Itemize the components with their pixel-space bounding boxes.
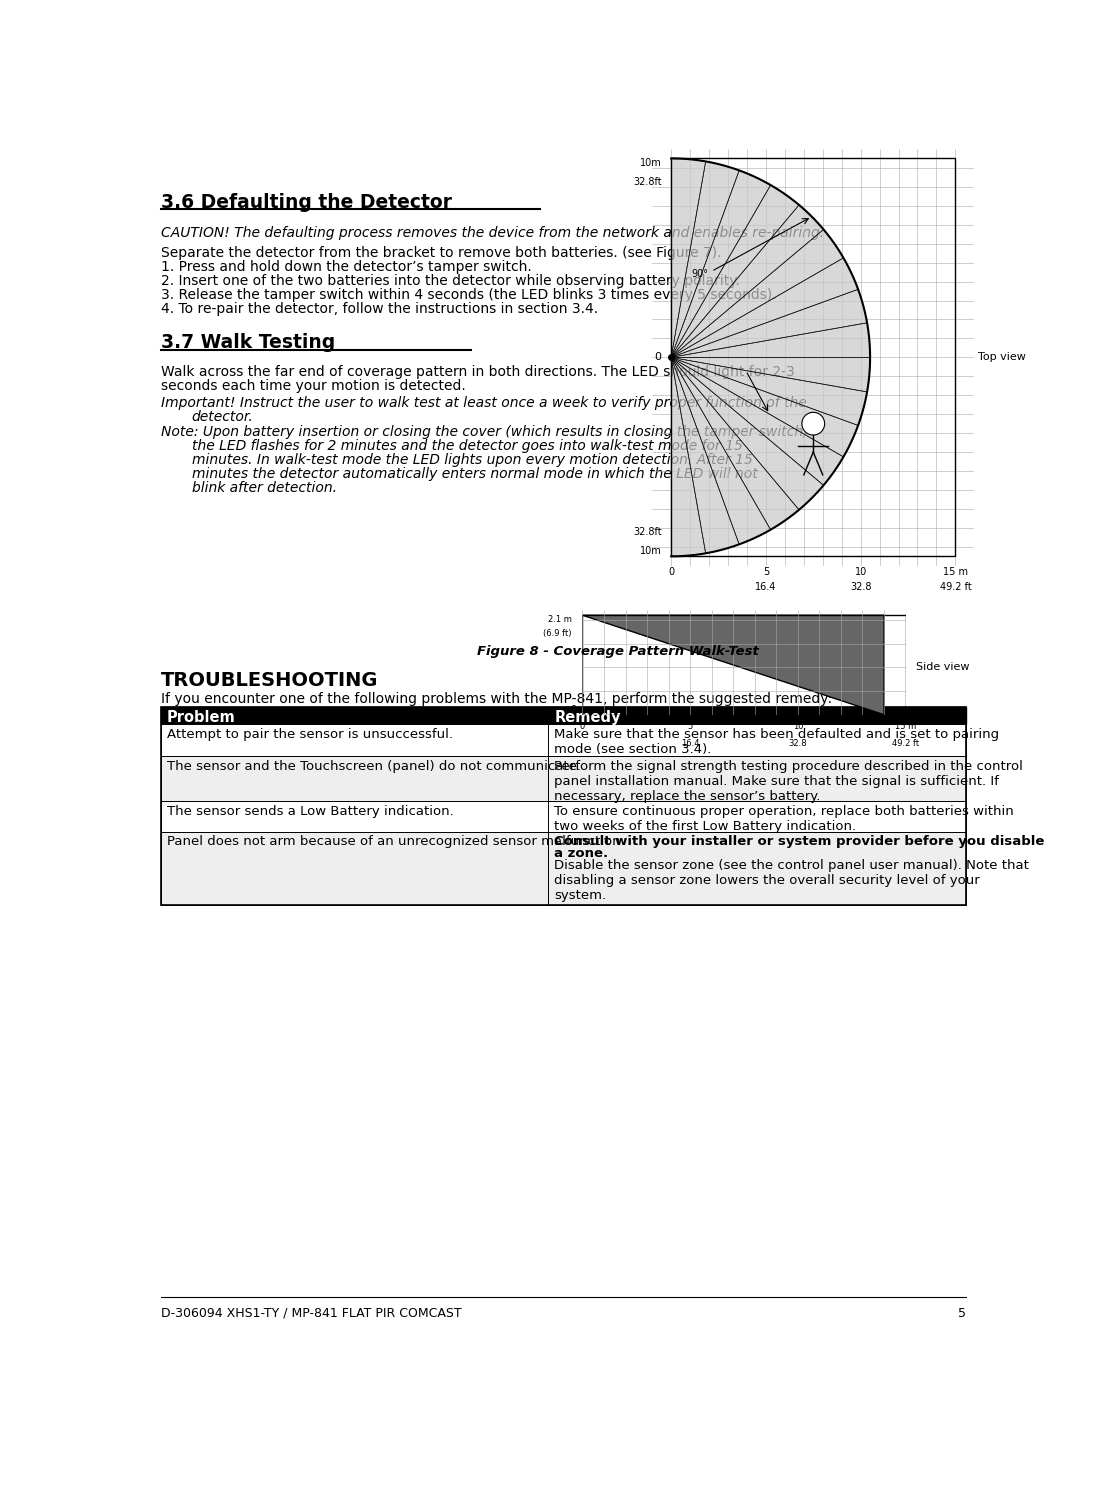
- Text: 10: 10: [855, 567, 867, 578]
- Wedge shape: [671, 357, 867, 426]
- Text: 10m: 10m: [640, 546, 662, 557]
- Text: 0: 0: [668, 567, 674, 578]
- Wedge shape: [671, 158, 706, 357]
- Text: Perform the signal strength testing procedure described in the control
panel ins: Perform the signal strength testing proc…: [554, 759, 1023, 803]
- Text: blink after detection.: blink after detection.: [191, 481, 336, 494]
- Wedge shape: [671, 357, 823, 509]
- Text: a zone.: a zone.: [554, 847, 609, 861]
- Text: 1. Press and hold down the detector’s tamper switch.: 1. Press and hold down the detector’s ta…: [160, 261, 532, 274]
- Wedge shape: [671, 357, 870, 392]
- FancyBboxPatch shape: [160, 756, 966, 801]
- Text: 0: 0: [580, 722, 585, 731]
- Text: 16.4: 16.4: [755, 582, 777, 593]
- Text: Note: Upon battery insertion or closing the cover (which results in closing the : Note: Upon battery insertion or closing …: [160, 424, 808, 439]
- Text: minutes the detector automatically enters normal mode in which the LED will not: minutes the detector automatically enter…: [191, 466, 757, 481]
- Wedge shape: [671, 289, 867, 357]
- Text: Figure 8 - Coverage Pattern Walk-Test: Figure 8 - Coverage Pattern Walk-Test: [477, 645, 758, 658]
- Text: Make sure that the sensor has been defaulted and is set to pairing
mode (see sec: Make sure that the sensor has been defau…: [554, 728, 999, 756]
- Wedge shape: [671, 323, 870, 357]
- FancyBboxPatch shape: [160, 707, 966, 724]
- Text: To ensure continuous proper operation, replace both batteries within
two weeks o: To ensure continuous proper operation, r…: [554, 804, 1014, 832]
- Wedge shape: [671, 357, 740, 554]
- Text: 16.4: 16.4: [681, 739, 699, 747]
- Text: 2.1 m: 2.1 m: [547, 615, 571, 624]
- Text: Attempt to pair the sensor is unsuccessful.: Attempt to pair the sensor is unsuccessf…: [167, 728, 453, 740]
- Text: 32.8: 32.8: [850, 582, 872, 593]
- Text: 49.2 ft: 49.2 ft: [892, 739, 919, 747]
- Text: 32.8: 32.8: [789, 739, 807, 747]
- Wedge shape: [671, 205, 823, 357]
- Text: 4. To re-pair the detector, follow the instructions in section 3.4.: 4. To re-pair the detector, follow the i…: [160, 302, 598, 316]
- Text: 10: 10: [792, 722, 803, 731]
- Text: 3.6 Defaulting the Detector: 3.6 Defaulting the Detector: [160, 192, 452, 211]
- Wedge shape: [671, 229, 843, 357]
- FancyBboxPatch shape: [160, 724, 966, 756]
- Text: Problem: Problem: [167, 710, 235, 725]
- Text: 0: 0: [655, 353, 662, 362]
- Wedge shape: [671, 357, 770, 545]
- Text: Walk across the far end of coverage pattern in both directions. The LED should l: Walk across the far end of coverage patt…: [160, 365, 795, 380]
- Wedge shape: [671, 161, 740, 357]
- Text: the LED flashes for 2 minutes and the detector goes into walk-test mode for 15: the LED flashes for 2 minutes and the de…: [191, 439, 743, 453]
- Text: 10m: 10m: [640, 158, 662, 168]
- FancyBboxPatch shape: [160, 801, 966, 832]
- Text: Panel does not arm because of an unrecognized sensor malfunction: Panel does not arm because of an unrecog…: [167, 835, 621, 849]
- Text: 32.8ft: 32.8ft: [633, 177, 662, 188]
- Text: 15 m: 15 m: [895, 722, 917, 731]
- Text: (6.9 ft): (6.9 ft): [543, 630, 571, 639]
- Text: seconds each time your motion is detected.: seconds each time your motion is detecte…: [160, 378, 465, 393]
- Polygon shape: [582, 615, 884, 715]
- Text: 3. Release the tamper switch within 4 seconds (the LED blinks 3 times every 5 se: 3. Release the tamper switch within 4 se…: [160, 287, 776, 302]
- Text: Remedy: Remedy: [554, 710, 621, 725]
- Text: Consult with your installer or system provider before you disable: Consult with your installer or system pr…: [554, 835, 1045, 849]
- Text: 90°: 90°: [691, 270, 709, 280]
- Text: Side view: Side view: [917, 663, 969, 673]
- Wedge shape: [671, 357, 858, 457]
- FancyBboxPatch shape: [160, 832, 966, 905]
- Text: D-306094 XHS1-TY / MP-841 FLAT PIR COMCAST: D-306094 XHS1-TY / MP-841 FLAT PIR COMCA…: [160, 1307, 462, 1319]
- Text: 5: 5: [688, 722, 692, 731]
- Wedge shape: [671, 357, 843, 485]
- Text: 0: 0: [570, 704, 576, 715]
- Text: If you encounter one of the following problems with the MP-841, perform the sugg: If you encounter one of the following pr…: [160, 691, 832, 706]
- Text: Important! Instruct the user to walk test at least once a week to verify proper : Important! Instruct the user to walk tes…: [160, 396, 807, 409]
- Text: minutes. In walk-test mode the LED lights upon every motion detection. After 15: minutes. In walk-test mode the LED light…: [191, 453, 753, 466]
- Bar: [671, 158, 955, 557]
- Text: The sensor sends a Low Battery indication.: The sensor sends a Low Battery indicatio…: [167, 804, 454, 817]
- Text: 5: 5: [763, 567, 769, 578]
- Text: 49.2 ft: 49.2 ft: [940, 582, 972, 593]
- Text: The sensor and the Touchscreen (panel) do not communicate.: The sensor and the Touchscreen (panel) d…: [167, 759, 581, 773]
- Text: Disable the sensor zone (see the control panel user manual). Note that
disabling: Disable the sensor zone (see the control…: [554, 859, 1029, 902]
- Text: 15 m: 15 m: [943, 567, 968, 578]
- Text: CAUTION! The defaulting process removes the device from the network and enables : CAUTION! The defaulting process removes …: [160, 226, 824, 240]
- Wedge shape: [671, 185, 799, 357]
- Text: 32.8ft: 32.8ft: [633, 527, 662, 538]
- Circle shape: [802, 412, 824, 435]
- Text: Top view: Top view: [978, 353, 1026, 362]
- Text: detector.: detector.: [191, 409, 254, 424]
- Text: 2. Insert one of the two batteries into the detector while observing battery pol: 2. Insert one of the two batteries into …: [160, 274, 740, 289]
- Wedge shape: [671, 170, 770, 357]
- Wedge shape: [671, 357, 706, 557]
- Text: 3.7 Walk Testing: 3.7 Walk Testing: [160, 332, 335, 351]
- Text: Separate the detector from the bracket to remove both batteries. (see Figure 7).: Separate the detector from the bracket t…: [160, 247, 721, 261]
- Wedge shape: [671, 258, 858, 357]
- Text: TROUBLESHOOTING: TROUBLESHOOTING: [160, 672, 378, 691]
- Wedge shape: [671, 357, 799, 530]
- Text: 5: 5: [958, 1307, 966, 1319]
